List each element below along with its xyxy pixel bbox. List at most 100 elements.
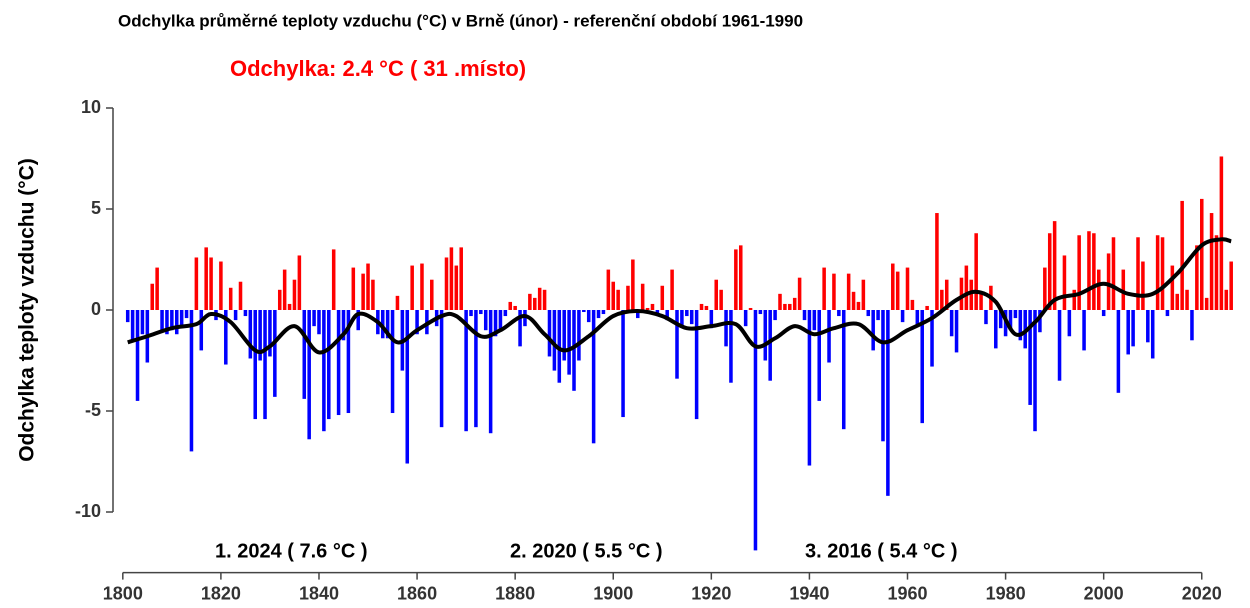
bar (631, 259, 635, 310)
bar (935, 213, 939, 310)
bar (508, 301, 513, 310)
bar (165, 310, 169, 335)
bar (1038, 310, 1042, 333)
annotation: 2. 2020 ( 5.5 °C ) (510, 540, 663, 562)
bar (994, 310, 998, 349)
bar (724, 310, 728, 347)
bar (969, 279, 974, 310)
bar (523, 310, 527, 327)
bar (150, 283, 155, 310)
bar (238, 281, 243, 310)
bar (778, 293, 782, 310)
bar (788, 303, 792, 310)
bar (1175, 293, 1180, 310)
bar (616, 289, 620, 310)
bar (174, 310, 179, 335)
bar (1199, 198, 1204, 310)
x-tick-label: 1800 (103, 583, 143, 603)
bar (660, 285, 665, 310)
x-tick-label: 1880 (495, 583, 535, 603)
bar (483, 310, 488, 331)
bar (1146, 310, 1150, 343)
x-tick-label: 1860 (397, 583, 437, 603)
bar (341, 310, 346, 341)
bar (449, 247, 454, 310)
bar (748, 307, 753, 310)
bar (1062, 255, 1067, 310)
bar (1067, 310, 1072, 337)
bar (856, 301, 861, 310)
bar (513, 305, 517, 310)
bar (302, 310, 307, 399)
bar (1141, 261, 1145, 310)
bar (199, 310, 204, 351)
bar (140, 310, 145, 335)
bar (582, 310, 586, 313)
bar (670, 269, 674, 310)
bar (430, 279, 434, 310)
bar (1013, 310, 1018, 319)
bar (1057, 310, 1062, 381)
bar (1092, 233, 1096, 310)
bar (317, 310, 321, 335)
bar (228, 287, 233, 310)
bar (586, 310, 591, 323)
bar (263, 310, 267, 420)
bar (459, 247, 463, 310)
bar (753, 310, 758, 551)
bar (807, 310, 812, 466)
bar (479, 310, 483, 315)
bar (572, 310, 576, 391)
bar (224, 310, 228, 365)
bar (204, 247, 208, 310)
bar (1028, 310, 1032, 405)
bar (1224, 289, 1229, 310)
y-tick-label: 10 (81, 97, 101, 117)
bar (900, 310, 905, 323)
bar (645, 307, 650, 310)
y-tick-label: -10 (75, 501, 101, 521)
bar (1111, 237, 1116, 310)
bar (905, 267, 910, 310)
bar (974, 233, 978, 310)
bar (533, 297, 537, 310)
bar (135, 310, 140, 401)
chart-title: Odchylka průměrné teploty vzduchu (°C) v… (118, 11, 803, 30)
bar (307, 310, 311, 440)
bar (876, 310, 880, 321)
bar (1229, 261, 1233, 310)
bar (312, 310, 316, 327)
bar (891, 263, 895, 310)
bar (125, 310, 130, 323)
bar (1170, 265, 1175, 310)
bar (253, 310, 257, 420)
bar (895, 271, 900, 310)
bar (395, 295, 400, 310)
bar (729, 310, 733, 383)
bar (964, 265, 969, 310)
bar (547, 310, 552, 357)
bar (1043, 267, 1047, 310)
bar (1126, 310, 1130, 355)
bar (410, 265, 414, 310)
bar (503, 310, 508, 317)
bar (322, 310, 326, 432)
bar (714, 279, 719, 310)
bar (1047, 233, 1052, 310)
bar (243, 310, 248, 317)
bar (160, 310, 164, 331)
bar (390, 310, 395, 414)
bar (827, 310, 831, 363)
bar (1180, 200, 1184, 310)
bar (1116, 310, 1121, 393)
bar (792, 297, 797, 310)
bar (1072, 289, 1077, 310)
bar (685, 310, 689, 317)
bar (1150, 310, 1155, 359)
bar (277, 289, 282, 310)
bar (415, 310, 419, 335)
bar (851, 291, 856, 310)
bar (170, 310, 174, 331)
bar (1165, 310, 1170, 317)
